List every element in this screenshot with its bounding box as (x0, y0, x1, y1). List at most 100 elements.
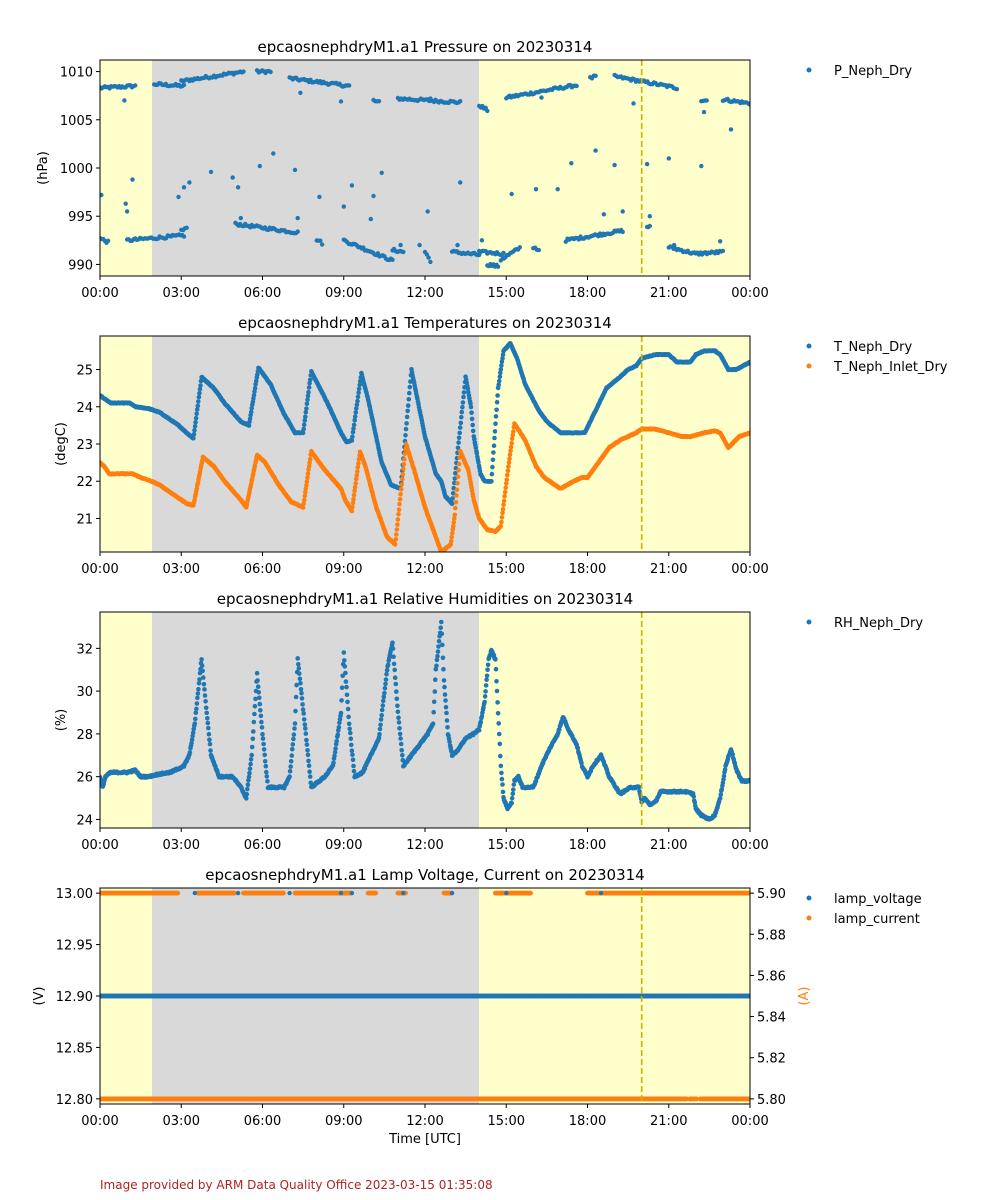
rh-neph-dry-point (296, 662, 301, 667)
t-neph-inlet-dry-point (350, 500, 356, 506)
rh-neph-dry-point (287, 768, 293, 774)
p-neph-dry-point (458, 180, 463, 185)
t-neph-dry-point (490, 457, 496, 463)
rh-neph-dry-point (245, 782, 251, 787)
p-neph-dry-point (631, 101, 636, 106)
rh-neph-dry-point (345, 706, 351, 712)
x-tick-label: 15:00 (488, 286, 525, 301)
p-neph-dry-point (318, 238, 323, 243)
t-neph-inlet-dry-point (451, 523, 456, 529)
p-neph-dry-point (426, 255, 431, 260)
t-neph-dry-point (303, 414, 308, 420)
y-tick-label: 1000 (60, 162, 93, 177)
rh-neph-dry-point (264, 769, 269, 775)
t-neph-dry-point (474, 451, 480, 456)
x-tick-label: 00:00 (81, 562, 118, 577)
rh-neph-dry-point (483, 683, 489, 688)
t-neph-dry-point (350, 429, 356, 435)
rh-neph-dry-point (482, 694, 488, 699)
rh-neph-dry-point (343, 679, 349, 684)
t-neph-inlet-dry-point (307, 456, 313, 462)
rh-neph-dry-point (747, 778, 750, 783)
rh-neph-dry-point (494, 679, 499, 684)
t-neph-dry-point (193, 415, 199, 421)
rh-neph-dry-point (398, 736, 403, 741)
y-tick-label: 26 (76, 771, 93, 786)
t-neph-dry-point (300, 430, 306, 436)
p-neph-dry-point (533, 187, 539, 192)
p-neph-dry-point (428, 96, 433, 101)
t-neph-dry-point (496, 382, 502, 388)
p-neph-dry-point (317, 194, 322, 200)
rh-neph-dry-point (381, 694, 387, 700)
rh-neph-dry-point (260, 732, 265, 737)
rh-neph-dry-point (244, 791, 250, 797)
t-neph-inlet-dry-point (350, 504, 355, 510)
t-neph-dry-point (498, 370, 503, 376)
t-neph-dry-point (194, 411, 199, 417)
rh-neph-dry-point (307, 769, 312, 774)
legend-label: P_Neph_Dry (834, 64, 912, 79)
x-tick-label: 09:00 (325, 838, 362, 853)
rh-neph-dry-point (302, 722, 308, 727)
rh-neph-dry-point (332, 750, 338, 755)
t-neph-dry-point (304, 406, 309, 411)
rh-neph-dry-point (342, 664, 348, 669)
t-neph-inlet-dry-point (499, 519, 504, 525)
rh-neph-dry-point (342, 658, 347, 663)
x-tick-label: 00:00 (731, 286, 768, 301)
t-neph-inlet-dry-point (507, 452, 513, 458)
rh-neph-dry-point (293, 694, 299, 700)
x-tick-label: 12:00 (406, 286, 443, 301)
t-neph-dry-point (499, 363, 504, 368)
x-tick-label: 18:00 (569, 286, 606, 301)
t-neph-inlet-dry-point (498, 523, 504, 529)
t-neph-dry-point (490, 464, 495, 470)
rh-neph-dry-point (300, 702, 305, 707)
rh-neph-dry-point (331, 760, 336, 766)
rh-neph-dry-point (301, 711, 307, 716)
rh-neph-dry-point (485, 662, 491, 668)
t-neph-inlet-dry-point (301, 497, 307, 503)
rh-neph-dry-point (203, 705, 209, 711)
panel-2: 00:00 03:00 06:00 09:00 12:00 15:00 18:00 21:00… (54, 314, 948, 577)
t-neph-inlet-dry-point (397, 501, 402, 507)
t-neph-inlet-dry-point (455, 480, 460, 486)
t-neph-dry-point (405, 408, 411, 414)
rh-neph-dry-point (207, 737, 212, 742)
t-neph-dry-point (747, 360, 750, 365)
p-neph-dry-point (292, 167, 298, 173)
rh-neph-dry-point (431, 699, 437, 705)
t-neph-dry-point (403, 426, 409, 432)
rh-neph-dry-point (262, 752, 268, 758)
rh-neph-dry-point (499, 770, 504, 776)
p-neph-dry-point (501, 250, 506, 256)
rh-neph-dry-point (435, 649, 441, 654)
rh-neph-dry-point (259, 725, 265, 730)
rh-neph-dry-point (348, 736, 354, 741)
p-neph-dry-point (319, 242, 325, 247)
chart-title: epcaosnephdryM1.a1 Pressure on 20230314 (258, 38, 593, 56)
rh-neph-dry-point (247, 766, 253, 771)
t-neph-dry-point (455, 445, 461, 451)
t-neph-dry-point (305, 397, 310, 403)
rh-neph-dry-point (498, 753, 503, 759)
x-tick-label: 18:00 (569, 562, 606, 577)
p-neph-dry-point (181, 185, 187, 190)
t-neph-dry-point (351, 422, 357, 428)
y-tick-label: 21 (76, 512, 93, 527)
rh-neph-dry-point (341, 650, 347, 655)
t-neph-dry-point (469, 416, 475, 422)
day-shade (100, 336, 152, 552)
t-neph-dry-point (191, 431, 197, 437)
rh-neph-dry-point (390, 646, 396, 651)
t-neph-inlet-dry-point (500, 507, 506, 512)
rh-neph-dry-point (190, 730, 196, 735)
rh-neph-dry-point (300, 707, 306, 712)
rh-neph-dry-point (194, 706, 199, 712)
rh-neph-dry-point (290, 742, 296, 747)
x-tick-label: 03:00 (163, 286, 200, 301)
t-neph-dry-point (499, 359, 505, 365)
t-neph-inlet-dry-point (451, 520, 457, 525)
rh-neph-dry-point (255, 684, 261, 689)
